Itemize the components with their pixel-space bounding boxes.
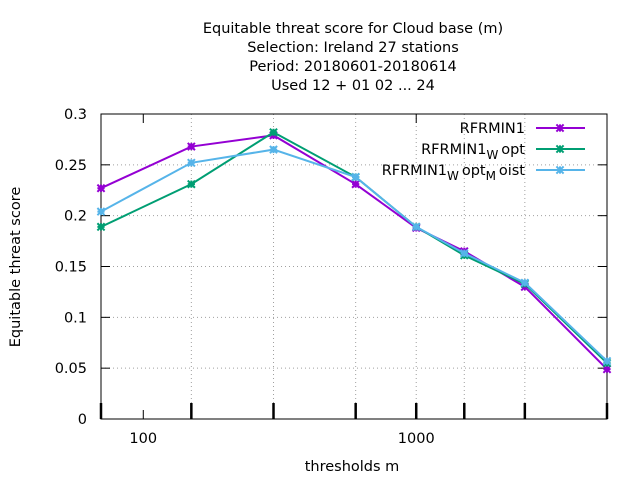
data-point-dot: [461, 250, 467, 256]
data-point-dot: [98, 209, 104, 215]
chart-title-line: Equitable threat score for Cloud base (m…: [203, 21, 503, 37]
data-point-dot: [413, 224, 419, 230]
legend-label: RFRMIN1: [460, 121, 525, 137]
y-tick-label: 0.2: [64, 209, 87, 225]
data-point-dot: [522, 280, 528, 286]
y-tick-label: 0.1: [64, 310, 87, 326]
grid: [101, 114, 607, 419]
chart-title-line: Used 12 + 01 02 ... 24: [271, 78, 435, 94]
series-line: [100, 148, 608, 362]
data-point-dot: [604, 358, 610, 364]
x-tick-label: 1000: [398, 431, 435, 447]
data-point-dot: [98, 185, 104, 191]
legend-marker-dot: [557, 146, 563, 152]
y-tick-label: 0.25: [55, 158, 87, 174]
series-3: [96, 145, 612, 366]
data-point-dot: [188, 144, 194, 149]
y-tick-label: 0: [78, 412, 87, 428]
legend-label: RFRMIN1W optM oist: [382, 163, 526, 183]
legend-marker-dot: [557, 167, 563, 173]
y-tick-label: 0.05: [55, 361, 87, 377]
x-axis-label: thresholds m: [305, 459, 400, 475]
data-point-dot: [604, 366, 610, 372]
data-point-dot: [188, 181, 194, 187]
y-tick-label: 0.3: [64, 107, 87, 123]
data-point-dot: [271, 147, 276, 152]
legend-label: RFRMIN1W opt: [421, 142, 525, 162]
data-point-dot: [98, 224, 104, 230]
chart-title-line: Selection: Ireland 27 stations: [247, 40, 459, 56]
data-point-dot: [188, 160, 194, 166]
legend-marker-dot: [557, 125, 563, 131]
x-tick-label: 100: [129, 431, 157, 447]
chart-title-line: Period: 20180601-20180614: [249, 59, 457, 75]
y-axis-label: Equitable threat score: [8, 187, 24, 348]
data-point-dot: [353, 181, 359, 187]
series-layer: [96, 127, 612, 374]
series-line: [100, 131, 608, 364]
series-line: [100, 134, 608, 370]
y-tick-label: 0.15: [55, 260, 87, 276]
data-point-dot: [271, 129, 276, 135]
chart-text: 0 0.05 0.1 0.15 0.2 0.25 0.3 100 1000 Equitable t…: [8, 21, 503, 475]
series-1: [96, 131, 612, 374]
data-point-dot: [353, 174, 359, 180]
plot-border: [100, 113, 608, 420]
